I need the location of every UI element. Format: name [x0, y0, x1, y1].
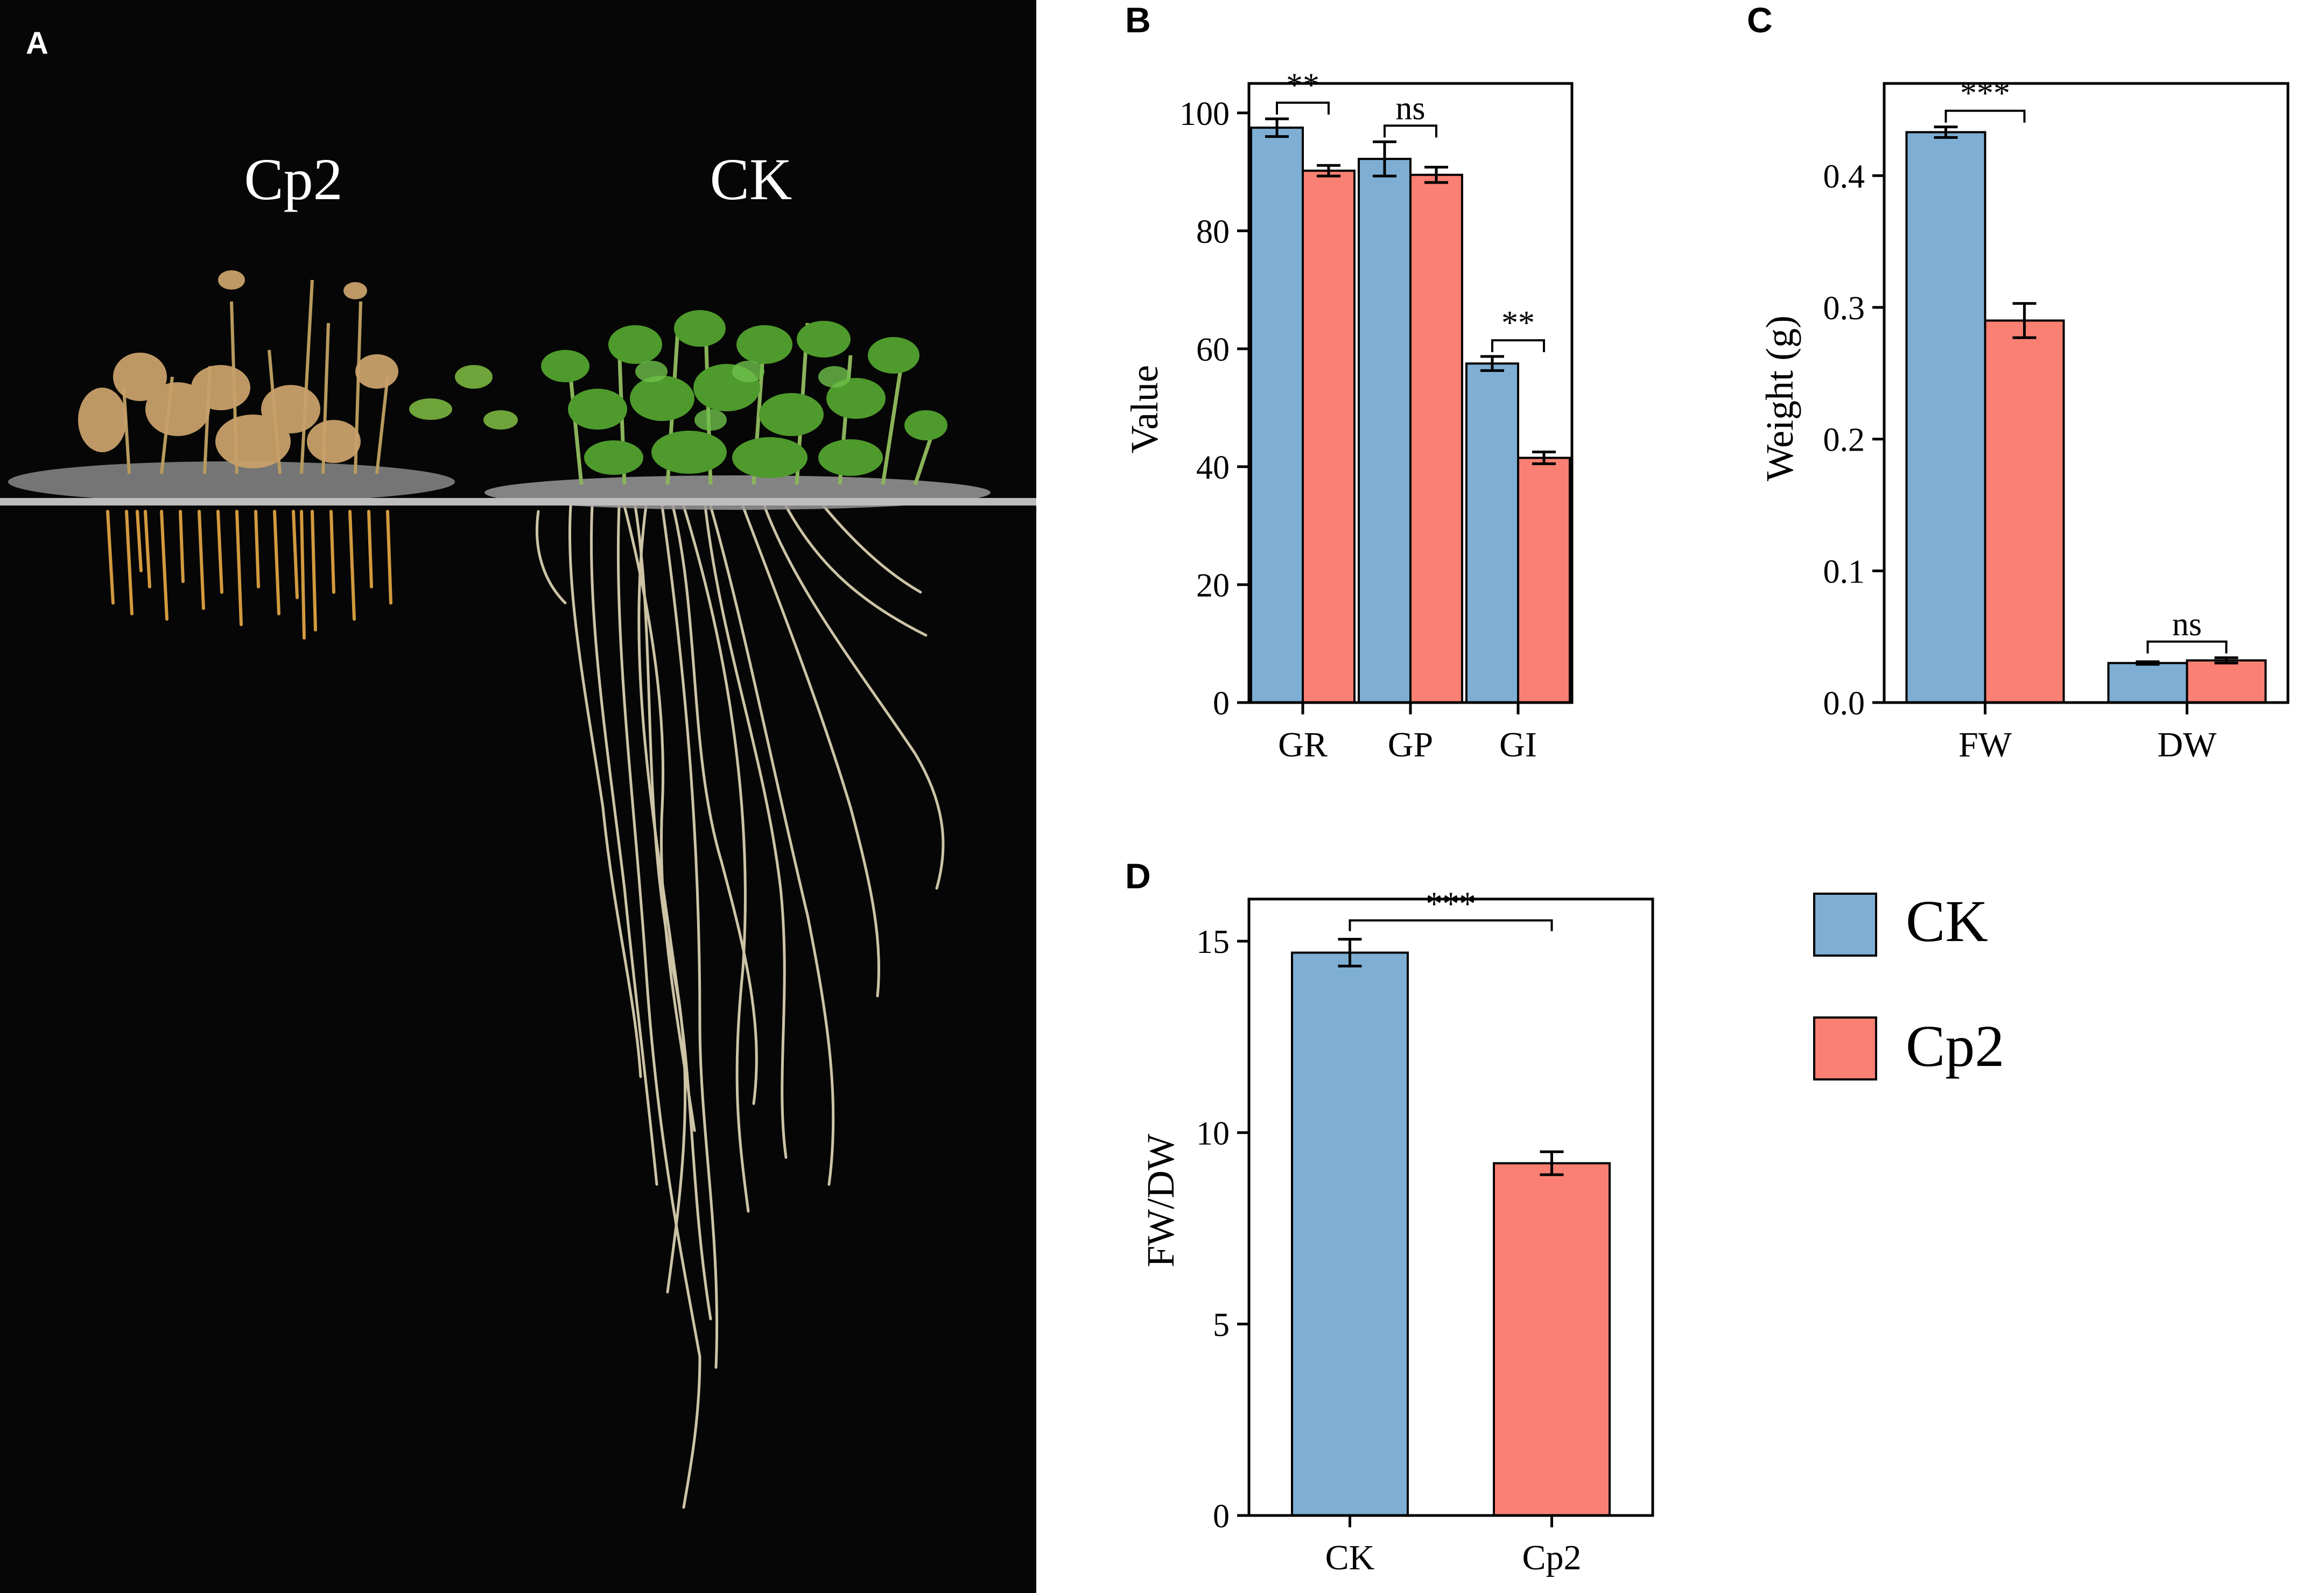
panel-letter-a: A — [26, 26, 48, 61]
panel-c-chart: C Weight (g) 0.0 0.1 0.2 0.3 0.4 FW DW *** ns — [1747, 0, 2290, 764]
bar-cp2 — [1517, 457, 1571, 704]
bar-ck — [1358, 158, 1412, 704]
y-tick-label: 0 — [1213, 685, 1230, 722]
panel-letter-b: B — [1125, 0, 1151, 40]
legend-label-cp2: Cp2 — [1906, 1013, 2004, 1079]
y-tick-label: 80 — [1196, 214, 1230, 250]
bar-ck — [1250, 127, 1304, 704]
x-tick-label: GI — [1499, 725, 1537, 764]
y-tick-label: 10 — [1196, 1115, 1230, 1152]
photo-label-ck: CK — [710, 146, 792, 212]
y-tick-label: 20 — [1196, 567, 1230, 604]
bar-cp2 — [1984, 319, 2065, 704]
y-tick-label: 15 — [1196, 924, 1230, 960]
x-tick-label: GR — [1278, 725, 1328, 764]
cp2-roots — [106, 510, 392, 640]
panel-b-chart: B Value 0 20 40 60 80 100 GR GP GI ** ns ** — [1123, 0, 1574, 764]
panel-a-photo: A Cp2 CK — [0, 0, 1036, 1593]
bar-ck — [2107, 662, 2188, 704]
y-tick-label: 60 — [1196, 332, 1230, 368]
y-tick-label: 0.0 — [1823, 685, 1865, 722]
x-tick-label: GP — [1388, 725, 1433, 764]
legend: CK Cp2 — [1813, 888, 2004, 1080]
significance-bracket — [1491, 339, 1545, 353]
panel-letter-c: C — [1747, 0, 1773, 40]
y-tick-label: 0.3 — [1823, 290, 1865, 327]
significance-bracket — [1349, 919, 1553, 931]
significance-label: ** — [1286, 67, 1319, 104]
y-tick-label: 100 — [1179, 96, 1230, 132]
photo-background — [0, 0, 1036, 1593]
panel-b-ylabel: Value — [1123, 365, 1166, 453]
bar-ck — [1291, 951, 1409, 1517]
y-tick-label: 0.4 — [1823, 158, 1865, 195]
legend-label-ck: CK — [1906, 888, 1988, 954]
y-tick-label: 0.2 — [1823, 422, 1865, 459]
bar-cp2 — [1493, 1162, 1611, 1517]
legend-swatch-cp2 — [1813, 1016, 1877, 1080]
significance-bracket — [1384, 124, 1437, 138]
significance-bracket — [2146, 640, 2228, 654]
significance-label: ns — [1395, 90, 1425, 127]
mesh-plate — [0, 461, 1036, 510]
x-tick-label: CK — [1325, 1538, 1375, 1577]
significance-label: *** — [1426, 886, 1476, 923]
legend-swatch-ck — [1813, 893, 1877, 957]
ck-roots — [536, 504, 945, 1509]
bar-ck — [1465, 362, 1519, 704]
panel-letter-d: D — [1125, 856, 1151, 896]
x-tick-label: FW — [1958, 725, 2012, 764]
x-tick-label: DW — [2158, 725, 2217, 764]
y-tick-label: 40 — [1196, 450, 1230, 486]
y-tick-label: 0 — [1213, 1498, 1230, 1535]
bar-cp2 — [1409, 173, 1463, 704]
y-tick-label: 0.1 — [1823, 553, 1865, 590]
significance-label: *** — [1960, 75, 2010, 112]
panel-b-plot-frame — [1247, 82, 1574, 704]
significance-bracket — [1944, 109, 2026, 123]
x-tick-label: Cp2 — [1522, 1538, 1581, 1577]
panel-c-plot-frame — [1883, 82, 2290, 704]
panel-c-ylabel: Weight (g) — [1758, 315, 1801, 481]
photo-label-cp2: Cp2 — [244, 146, 342, 212]
y-tick-label: 5 — [1213, 1307, 1230, 1343]
significance-bracket — [1276, 101, 1330, 115]
panel-d-ylabel: FW/DW — [1139, 1134, 1182, 1267]
bar-cp2 — [2186, 659, 2267, 704]
cp2-shoots — [78, 270, 518, 474]
bar-ck — [1905, 131, 1986, 704]
panel-d-plot-frame — [1247, 897, 1654, 1517]
significance-label: ** — [1501, 305, 1535, 341]
significance-label: ns — [2172, 606, 2202, 643]
bar-cp2 — [1302, 170, 1356, 704]
panel-d-chart: D FW/DW 0 5 10 15 CK Cp2 *** — [1125, 856, 1654, 1577]
ck-shoots — [541, 310, 947, 486]
